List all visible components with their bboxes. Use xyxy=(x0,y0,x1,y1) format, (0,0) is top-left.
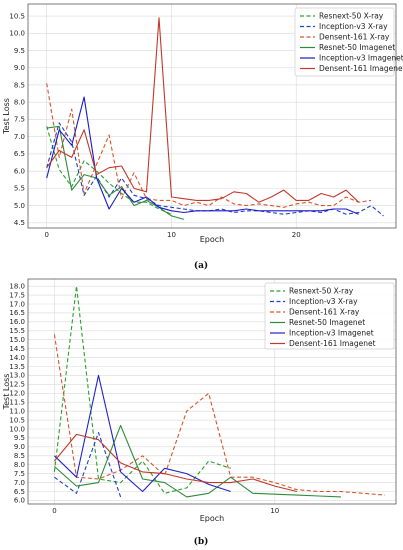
series-line xyxy=(54,432,122,498)
y-tick-label: 7.5 xyxy=(14,470,25,478)
y-tick-label: 7.0 xyxy=(14,479,25,487)
y-tick-label: 15.0 xyxy=(9,336,25,344)
y-tick-label: 10.0 xyxy=(9,30,25,38)
series-line xyxy=(53,285,231,494)
y-tick-label: 16.0 xyxy=(9,318,25,326)
y-tick-label: 13.5 xyxy=(9,363,25,371)
series-line xyxy=(46,83,372,208)
series-line xyxy=(53,334,386,496)
y-tick-label: 18.0 xyxy=(9,282,25,290)
legend-label: Resnext-50 X-ray xyxy=(319,12,384,21)
y-tick-label: 16.5 xyxy=(9,309,25,317)
y-tick-label: 8.5 xyxy=(14,81,25,89)
x-axis-label: Epoch xyxy=(200,514,225,523)
y-tick-label: 10.5 xyxy=(9,12,25,20)
y-axis-label: Test Loss xyxy=(2,98,11,135)
y-tick-label: 5.5 xyxy=(14,185,25,193)
x-tick-label: 0 xyxy=(44,231,48,239)
legend-label: Resnet-50 Imagenet xyxy=(289,318,365,327)
y-tick-label: 6.0 xyxy=(14,497,25,505)
chart-b: 6.06.57.07.58.08.59.09.510.010.511.011.5… xyxy=(2,278,397,523)
series-line xyxy=(54,374,231,493)
legend-label: Inception-v3 Imagenet xyxy=(319,54,403,63)
legend-label: Densent-161 Imagenet xyxy=(289,339,376,348)
series-line xyxy=(54,424,341,498)
y-tick-label: 7.0 xyxy=(14,133,25,141)
y-tick-label: 7.5 xyxy=(14,116,25,124)
caption-a: (a) xyxy=(194,260,208,271)
x-tick-label: 10 xyxy=(270,507,279,515)
legend-label: Densent-161 X-ray xyxy=(289,308,360,317)
legend-label: Densent-161 X-ray xyxy=(319,33,390,42)
y-tick-label: 4.5 xyxy=(14,219,25,227)
y-tick-label: 11.0 xyxy=(9,407,25,415)
y-tick-label: 10.0 xyxy=(9,425,25,433)
y-tick-label: 12.5 xyxy=(9,381,25,389)
legend-label: Resnext-50 X-ray xyxy=(289,287,354,296)
y-tick-label: 13.0 xyxy=(9,372,25,380)
legend-label: Resnet-50 Imagenet xyxy=(319,43,395,52)
y-tick-label: 6.5 xyxy=(14,488,25,496)
legend-label: Densent-161 Imagenet xyxy=(319,64,403,73)
legend-label: Inception-v3 X-ray xyxy=(289,297,358,306)
y-tick-label: 10.5 xyxy=(9,416,25,424)
y-tick-label: 8.5 xyxy=(14,452,25,460)
y-tick-label: 11.5 xyxy=(9,399,25,407)
series-line xyxy=(46,126,172,215)
x-tick-label: 20 xyxy=(292,231,301,239)
series-line xyxy=(46,125,185,220)
y-tick-label: 14.0 xyxy=(9,354,25,362)
y-tick-label: 8.0 xyxy=(14,461,25,469)
x-tick-label: 10 xyxy=(167,231,176,239)
caption-b: (b) xyxy=(194,536,209,547)
y-tick-label: 12.0 xyxy=(9,390,25,398)
y-tick-label: 14.5 xyxy=(9,345,25,353)
x-axis-label: Epoch xyxy=(200,235,225,244)
y-tick-label: 17.0 xyxy=(9,300,25,308)
series-line xyxy=(46,96,359,215)
y-tick-label: 17.5 xyxy=(9,291,25,299)
y-tick-label: 8.0 xyxy=(14,99,25,107)
chart-a: 4.5 5.0 5.5 6.0 6.5 7.0 7.5 8.0 8.5 9.0 9.5 10.0 10.… xyxy=(2,3,403,244)
y-tick-label: 9.0 xyxy=(14,64,25,72)
y-axis-label: Test Loss xyxy=(2,374,11,411)
x-tick-label: 0 xyxy=(52,507,56,515)
y-tick-label: 9.0 xyxy=(14,443,25,451)
series-line xyxy=(46,17,359,203)
y-tick-label: 15.5 xyxy=(9,327,25,335)
series-group xyxy=(53,285,386,498)
series-group xyxy=(46,17,384,220)
series-line xyxy=(53,433,297,493)
legend-label: Inception-v3 Imagenet xyxy=(289,329,374,338)
legend-box xyxy=(264,282,395,350)
y-tick-label: 9.5 xyxy=(14,434,25,442)
y-tick-label: 9.5 xyxy=(14,47,25,55)
y-tick-label: 6.5 xyxy=(14,150,25,158)
plot-frame xyxy=(27,3,397,229)
plot-frame xyxy=(27,278,397,505)
y-tick-label: 6.0 xyxy=(14,167,25,175)
y-tick-label: 5.0 xyxy=(14,202,25,210)
legend-box xyxy=(294,7,395,77)
legend-label: Inception-v3 X-ray xyxy=(319,22,388,31)
